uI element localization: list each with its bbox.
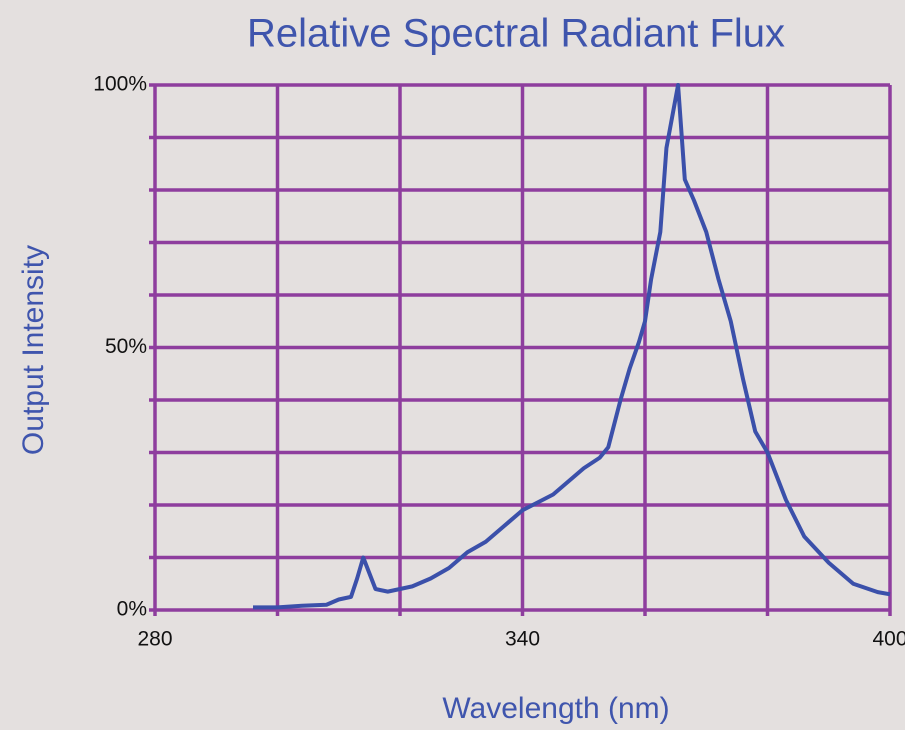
x-axis-label: Wavelength (nm)	[442, 692, 669, 725]
x-tick-label: 400	[872, 628, 905, 651]
y-axis-label: Output Intensity	[17, 245, 50, 455]
x-tick-label: 280	[137, 628, 172, 651]
y-tick-label: 50%	[105, 335, 147, 358]
x-tick-label: 340	[505, 628, 540, 651]
line	[253, 83, 891, 610]
chart-title: Relative Spectral Radiant Flux	[247, 12, 785, 56]
y-tick-label: 0%	[117, 598, 147, 621]
y-tick-label: 100%	[93, 73, 147, 96]
